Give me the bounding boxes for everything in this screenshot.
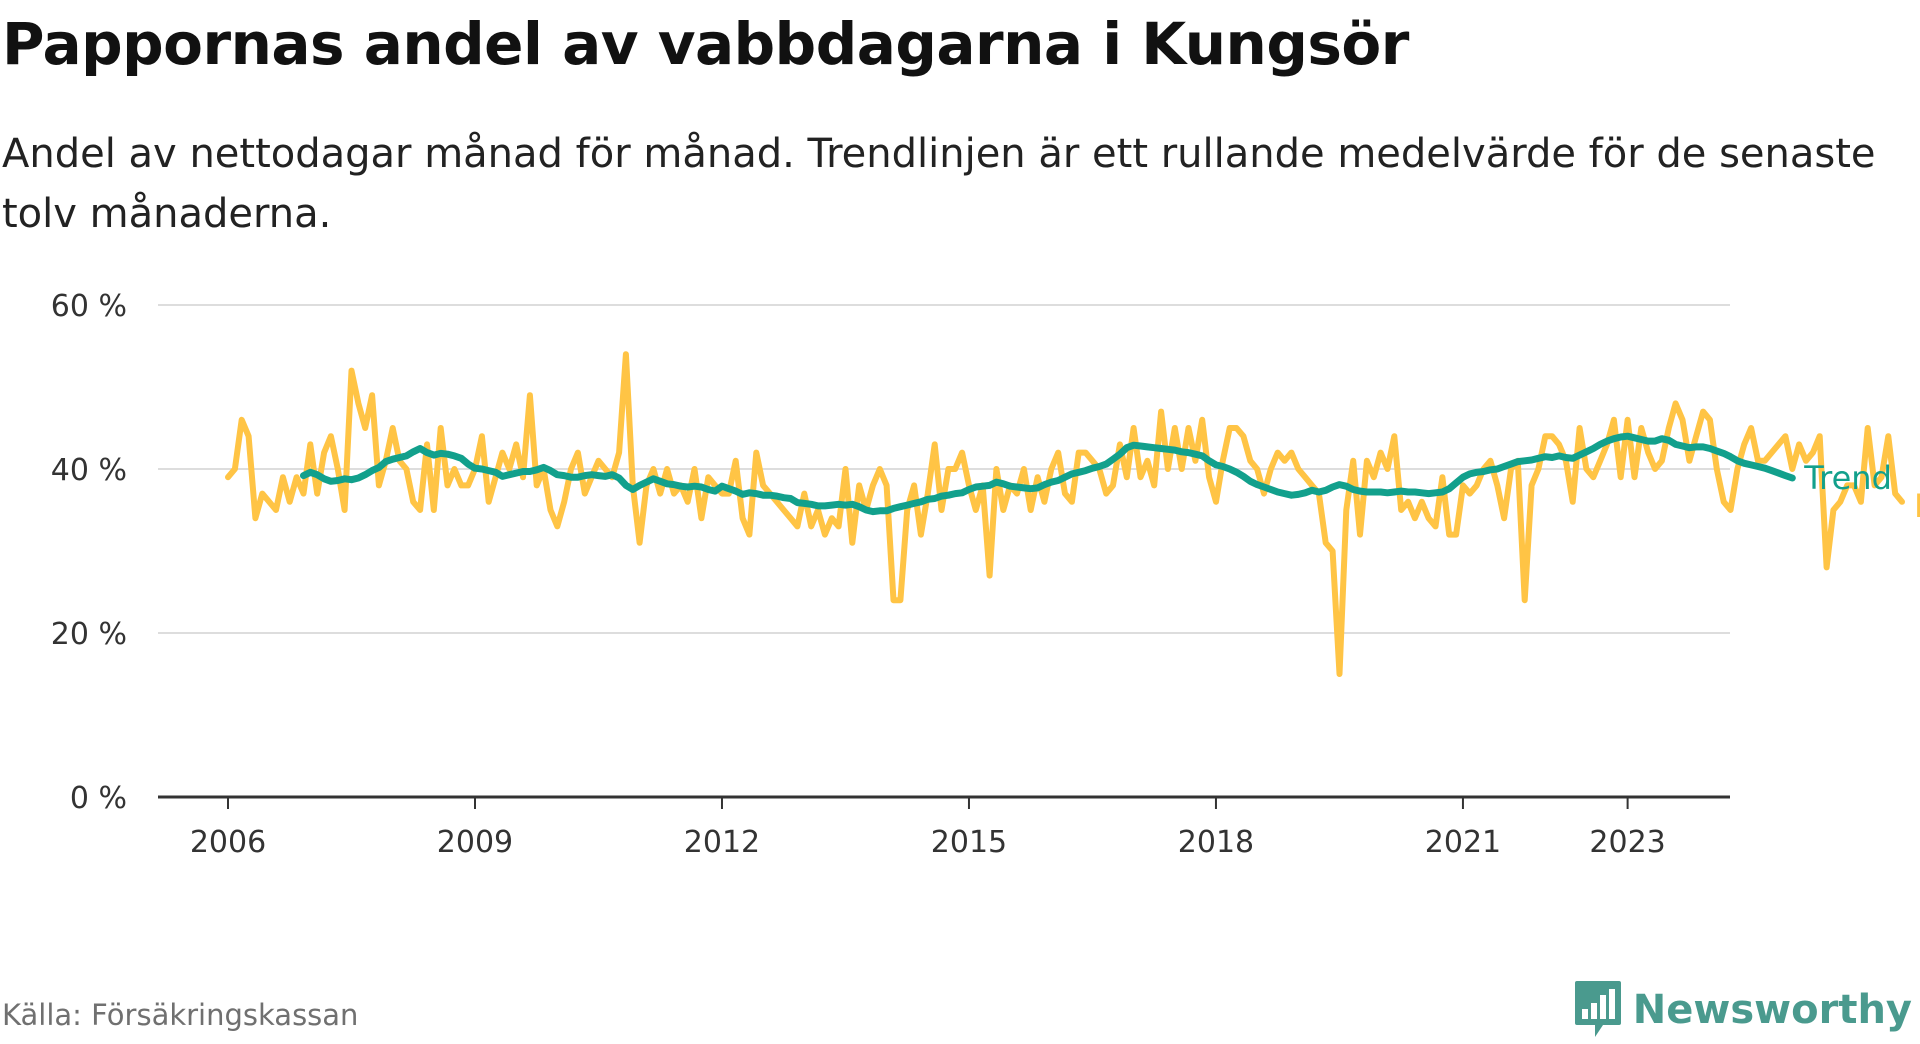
y-tick-label: 20 % (51, 617, 127, 652)
y-tick-label: 60 % (51, 289, 127, 324)
brand-name: Newsworthy (1632, 987, 1912, 1033)
series-label-trend: Trend (1803, 459, 1892, 497)
x-tick-label: 2015 (931, 825, 1007, 860)
x-tick-label: 2012 (684, 825, 760, 860)
x-axis: 2006 2009 2012 2015 2018 2021 2023 (158, 795, 1730, 860)
x-tick-label: 2023 (1589, 825, 1665, 860)
x-tick-label: 2018 (1178, 825, 1254, 860)
series-line-trend (300, 432, 1796, 516)
grid-lines: 0 % 20 % 40 % 60 % (51, 289, 1730, 816)
bar-chart-logo-icon (1574, 981, 1621, 1037)
source-note: Källa: Försäkringskassan (2, 998, 359, 1032)
series-label-per-manad: Per månad (1914, 487, 1920, 525)
x-tick-label: 2009 (437, 825, 513, 860)
series-lines (225, 351, 1905, 677)
series-end-labels: Trend Per månad (1803, 459, 1920, 525)
chart-subtitle: Andel av nettodagar månad för månad. Tre… (2, 131, 1876, 237)
series-line-per-manad (225, 351, 1905, 677)
brand-logo[interactable]: Newsworthy (1573, 976, 1912, 1044)
y-tick-label: 40 % (51, 453, 127, 488)
x-tick-label: 2006 (190, 825, 266, 860)
y-tick-label: 0 % (70, 781, 127, 816)
line-chart: 0 % 20 % 40 % 60 % 2006 2009 2012 2015 2018 2021… (51, 289, 1920, 860)
chart-title: Pappornas andel av vabbdagarna i Kungsör (2, 10, 1409, 78)
x-tick-label: 2021 (1425, 825, 1501, 860)
